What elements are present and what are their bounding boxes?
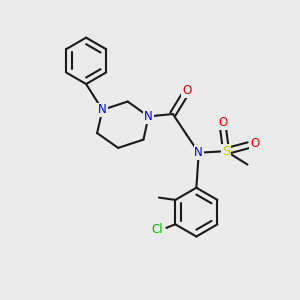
Text: N: N	[194, 146, 203, 159]
Text: N: N	[98, 103, 107, 116]
Text: N: N	[144, 110, 153, 123]
Text: O: O	[182, 84, 191, 98]
Text: O: O	[218, 116, 228, 130]
Text: S: S	[222, 145, 230, 158]
Text: Cl: Cl	[151, 223, 163, 236]
Text: O: O	[250, 137, 260, 150]
